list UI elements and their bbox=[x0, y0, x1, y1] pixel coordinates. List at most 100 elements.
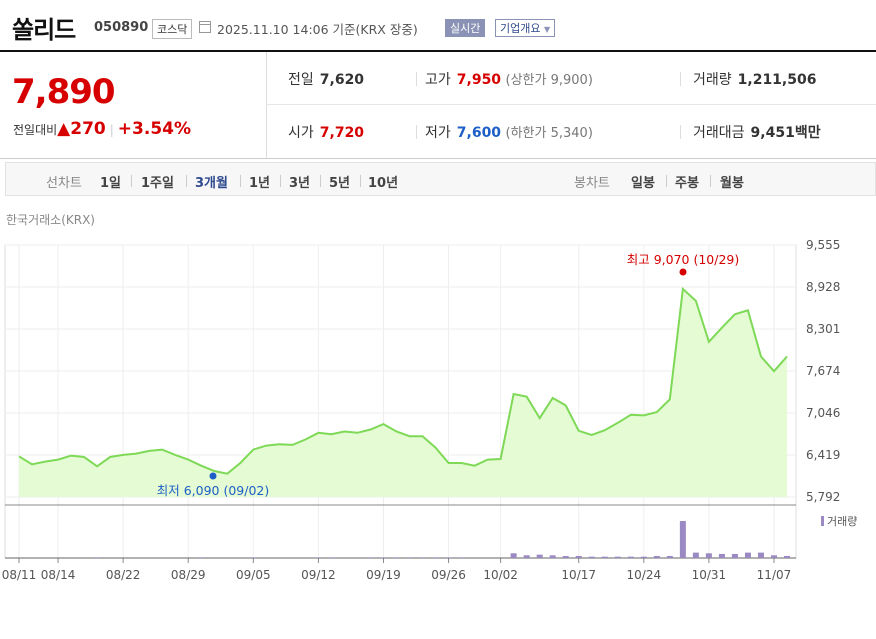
stat-divider bbox=[416, 125, 417, 139]
y-tick-label: 5,792 bbox=[806, 490, 840, 504]
x-tick-label: 11/07 bbox=[757, 568, 792, 582]
y-tick-label: 7,046 bbox=[806, 406, 840, 420]
stock-code: 050890 bbox=[94, 20, 149, 35]
period-10y[interactable]: 10년 bbox=[368, 176, 399, 191]
x-tick-label: 09/12 bbox=[301, 568, 336, 582]
volume-label: 거래량 bbox=[693, 72, 732, 88]
stat-divider bbox=[680, 72, 681, 86]
volume-bar bbox=[523, 555, 530, 558]
period-3y[interactable]: 3년 bbox=[289, 176, 311, 191]
volume-bar bbox=[432, 557, 439, 558]
x-tick-label: 10/31 bbox=[692, 568, 727, 582]
plot-frame bbox=[4, 244, 797, 559]
volume-bar bbox=[666, 555, 673, 558]
change-separator: | bbox=[109, 123, 114, 137]
period-divider bbox=[240, 175, 241, 187]
volume-bar bbox=[198, 557, 205, 558]
volume-bar bbox=[367, 557, 374, 558]
period-1y[interactable]: 1년 bbox=[249, 176, 271, 191]
volume-bar bbox=[250, 557, 257, 558]
prev-value: 7,620 bbox=[319, 72, 365, 88]
y-tick-label: 8,301 bbox=[806, 322, 840, 336]
volume-legend-label: 거래량 bbox=[827, 515, 857, 528]
low-value: 7,600 bbox=[456, 125, 502, 141]
volume-bar bbox=[445, 557, 452, 558]
open-label: 시가 bbox=[288, 125, 314, 141]
x-tick-label: 08/11 bbox=[2, 568, 37, 582]
period-divider bbox=[360, 175, 361, 187]
price-area bbox=[19, 288, 787, 497]
volume-bar bbox=[627, 556, 634, 558]
volume-bar bbox=[731, 553, 738, 558]
candle-daily[interactable]: 일봉 bbox=[631, 176, 655, 191]
prev-label: 전일 bbox=[288, 72, 314, 88]
company-info-label: 기업개요 bbox=[500, 22, 541, 35]
volume-bar bbox=[770, 555, 777, 558]
amount-label: 거래대금 bbox=[693, 125, 745, 141]
quote-time: 2025.11.10 14:06 기준(KRX 장중) bbox=[217, 22, 418, 37]
volume-bar bbox=[614, 556, 621, 558]
volume-legend-swatch bbox=[821, 516, 824, 526]
period-bar: 선차트 1일 1주일 3개월 1년 3년 5년 10년 봉차트 일봉 주봉 월봉 bbox=[5, 162, 876, 196]
period-divider bbox=[280, 175, 281, 187]
x-tick-label: 08/29 bbox=[171, 568, 206, 582]
volume-value: 1,211,506 bbox=[737, 72, 817, 88]
volume-bar bbox=[536, 554, 543, 558]
calendar-icon bbox=[199, 21, 211, 33]
volume-bar bbox=[510, 553, 517, 558]
stat-open: 시가 7,720 bbox=[288, 122, 364, 142]
low-label: 저가 bbox=[425, 125, 451, 141]
current-price: 7,890 bbox=[12, 72, 116, 112]
period-3m[interactable]: 3개월 bbox=[195, 176, 228, 191]
period-1w[interactable]: 1주일 bbox=[141, 176, 174, 191]
y-tick-label: 8,928 bbox=[806, 280, 840, 294]
stats-bottom-border bbox=[0, 158, 876, 159]
period-1d[interactable]: 1일 bbox=[100, 176, 122, 191]
x-tick-label: 09/19 bbox=[366, 568, 401, 582]
volume-bar bbox=[458, 557, 465, 558]
volume-bar bbox=[562, 555, 569, 558]
x-tick-label: 08/22 bbox=[106, 568, 141, 582]
up-arrow-icon: ▲ bbox=[57, 119, 71, 139]
volume-bar bbox=[588, 556, 595, 558]
period-divider bbox=[186, 175, 187, 187]
x-tick-label: 08/14 bbox=[41, 568, 76, 582]
max-marker bbox=[679, 268, 687, 276]
open-value: 7,720 bbox=[319, 125, 365, 141]
upper-limit: (상한가 9,900) bbox=[505, 73, 593, 88]
volume-bar bbox=[315, 557, 322, 558]
volume-bar bbox=[406, 557, 413, 558]
chevron-down-icon: ▼ bbox=[543, 25, 551, 34]
volume-bar bbox=[328, 557, 335, 558]
change-amount: 270 bbox=[70, 119, 106, 139]
period-divider bbox=[666, 175, 667, 187]
volume-bar bbox=[380, 557, 387, 558]
company-info-dropdown[interactable]: 기업개요 ▼ bbox=[495, 19, 556, 37]
x-tick-label: 10/24 bbox=[627, 568, 662, 582]
period-divider bbox=[131, 175, 132, 187]
realtime-button[interactable]: 실시간 bbox=[445, 19, 486, 37]
volume-bar bbox=[744, 552, 751, 558]
stock-name: 쏠리드 bbox=[12, 16, 76, 44]
exchange-label: 한국거래소(KRX) bbox=[6, 213, 95, 227]
candle-weekly[interactable]: 주봉 bbox=[675, 176, 699, 191]
stat-divider bbox=[416, 72, 417, 86]
high-label: 고가 bbox=[425, 72, 451, 88]
period-5y[interactable]: 5년 bbox=[329, 176, 351, 191]
lower-limit: (하한가 5,340) bbox=[505, 126, 593, 141]
min-marker bbox=[209, 472, 217, 480]
high-value: 7,950 bbox=[456, 72, 502, 88]
max-annotation: 최고 9,070 (10/29) bbox=[627, 252, 740, 267]
period-divider bbox=[710, 175, 711, 187]
volume-bar bbox=[549, 555, 556, 558]
stat-low: 저가 7,600 (하한가 5,340) bbox=[425, 122, 593, 142]
header-divider bbox=[0, 50, 876, 52]
min-annotation: 최저 6,090 (09/02) bbox=[157, 483, 270, 498]
stat-amount: 거래대금 9,451백만 bbox=[693, 122, 821, 142]
candle-monthly[interactable]: 월봉 bbox=[720, 176, 744, 191]
period-divider bbox=[320, 175, 321, 187]
volume-bar bbox=[94, 557, 101, 558]
x-tick-label: 09/26 bbox=[431, 568, 466, 582]
y-tick-label: 9,555 bbox=[806, 238, 840, 252]
